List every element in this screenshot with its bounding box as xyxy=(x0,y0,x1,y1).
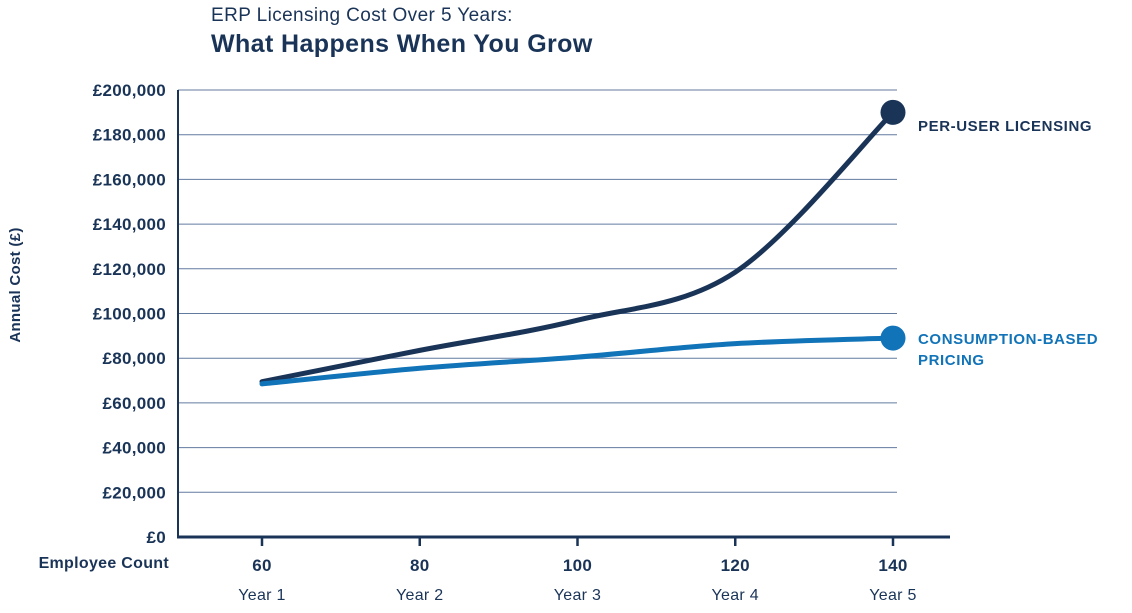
y-axis-title: Annual Cost (£) xyxy=(7,227,24,343)
y-tick-label: £60,000 xyxy=(102,394,166,413)
x-tick-employee-count: 120 xyxy=(721,556,750,575)
y-tick-label: £160,000 xyxy=(93,170,166,189)
x-tick-employee-count: 60 xyxy=(252,556,272,575)
chart-title-line1: ERP Licensing Cost Over 5 Years: xyxy=(211,5,513,26)
chart-title: ERP Licensing Cost Over 5 Years: What Ha… xyxy=(211,5,593,59)
y-tick-label: £80,000 xyxy=(102,349,166,368)
x-axis-title: Employee Count xyxy=(38,555,169,572)
y-tick-label: £20,000 xyxy=(102,483,166,502)
legend-per-user-licensing: PER-USER LICENSING xyxy=(918,118,1093,135)
x-tick-year-label: Year 4 xyxy=(712,587,759,604)
series-endpoint-marker-per-user xyxy=(880,99,906,125)
x-tick-year-label: Year 1 xyxy=(238,587,285,604)
y-tick-label: £0 xyxy=(146,528,166,547)
x-tick-year-label: Year 5 xyxy=(869,587,916,604)
y-tick-label: £140,000 xyxy=(93,215,166,234)
chart-title-line2: What Happens When You Grow xyxy=(211,30,593,58)
series-endpoint-marker-consumption xyxy=(880,325,906,351)
x-tick-employee-count: 100 xyxy=(563,556,592,575)
y-tick-label: £40,000 xyxy=(102,439,166,458)
y-tick-label: £100,000 xyxy=(93,305,166,324)
x-tick-employee-count: 140 xyxy=(878,556,907,575)
x-tick-year-label: Year 3 xyxy=(554,587,601,604)
series-line-per-user xyxy=(259,109,896,385)
y-tick-label: £200,000 xyxy=(93,81,166,100)
y-tick-label: £120,000 xyxy=(93,260,166,279)
y-tick-label: £180,000 xyxy=(93,126,166,145)
series-line-consumption xyxy=(259,335,896,387)
x-tick-employee-count: 80 xyxy=(410,556,430,575)
legend-consumption-based-pricing: CONSUMPTION-BASED PRICING xyxy=(918,331,1099,369)
x-tick-year-label: Year 2 xyxy=(396,587,443,604)
